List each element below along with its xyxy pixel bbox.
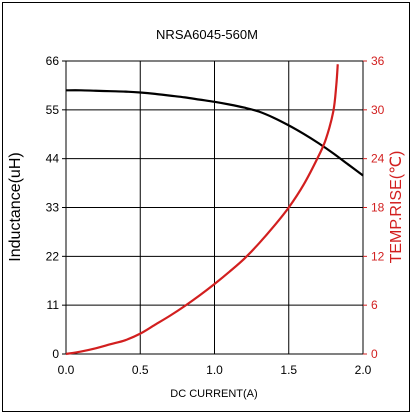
x-tick-label: 1.5	[280, 363, 297, 377]
y-right-tick-label: 30	[371, 103, 385, 117]
y-right-axis-label: TEMP.RISE(℃)	[388, 151, 405, 264]
x-tick-label: 0.0	[58, 363, 75, 377]
inductance-curve	[65, 89, 364, 177]
y-right-tick-label: 18	[371, 201, 385, 215]
y-left-tick-label: 22	[46, 249, 60, 263]
y-right-tick-label: 6	[371, 298, 378, 312]
y-right-tick-label: 24	[371, 152, 385, 166]
y-right-tick-label: 0	[371, 347, 378, 361]
y-left-tick-label: 44	[46, 152, 60, 166]
x-axis-ticks: 0.0 0.5 1.0 1.5 2.0	[58, 363, 372, 377]
y-right-tick-label: 36	[371, 54, 385, 68]
y-left-tick-label: 11	[47, 298, 60, 312]
chart-title: NRSA6045-560M	[156, 27, 258, 42]
x-axis-label: DC CURRENT(A)	[170, 388, 257, 400]
x-tick-label: 2.0	[355, 363, 372, 377]
temp-rise-curve	[65, 64, 339, 356]
y-left-tick-label: 0	[52, 347, 59, 361]
x-tick-label: 0.5	[132, 363, 149, 377]
y-left-tick-label: 55	[46, 103, 60, 117]
y-left-tick-label: 33	[46, 201, 60, 215]
y-left-axis-ticks: 0 11 22 33 44 55 66	[46, 54, 66, 361]
y-right-tick-label: 12	[371, 249, 385, 263]
y-left-tick-label: 66	[46, 54, 60, 68]
y-right-axis-ticks: 0 6 12 18 24 30 36	[363, 54, 385, 361]
grid	[65, 60, 364, 355]
x-tick-label: 1.0	[206, 363, 223, 377]
y-left-axis-label: Inductance(uH)	[7, 152, 24, 261]
